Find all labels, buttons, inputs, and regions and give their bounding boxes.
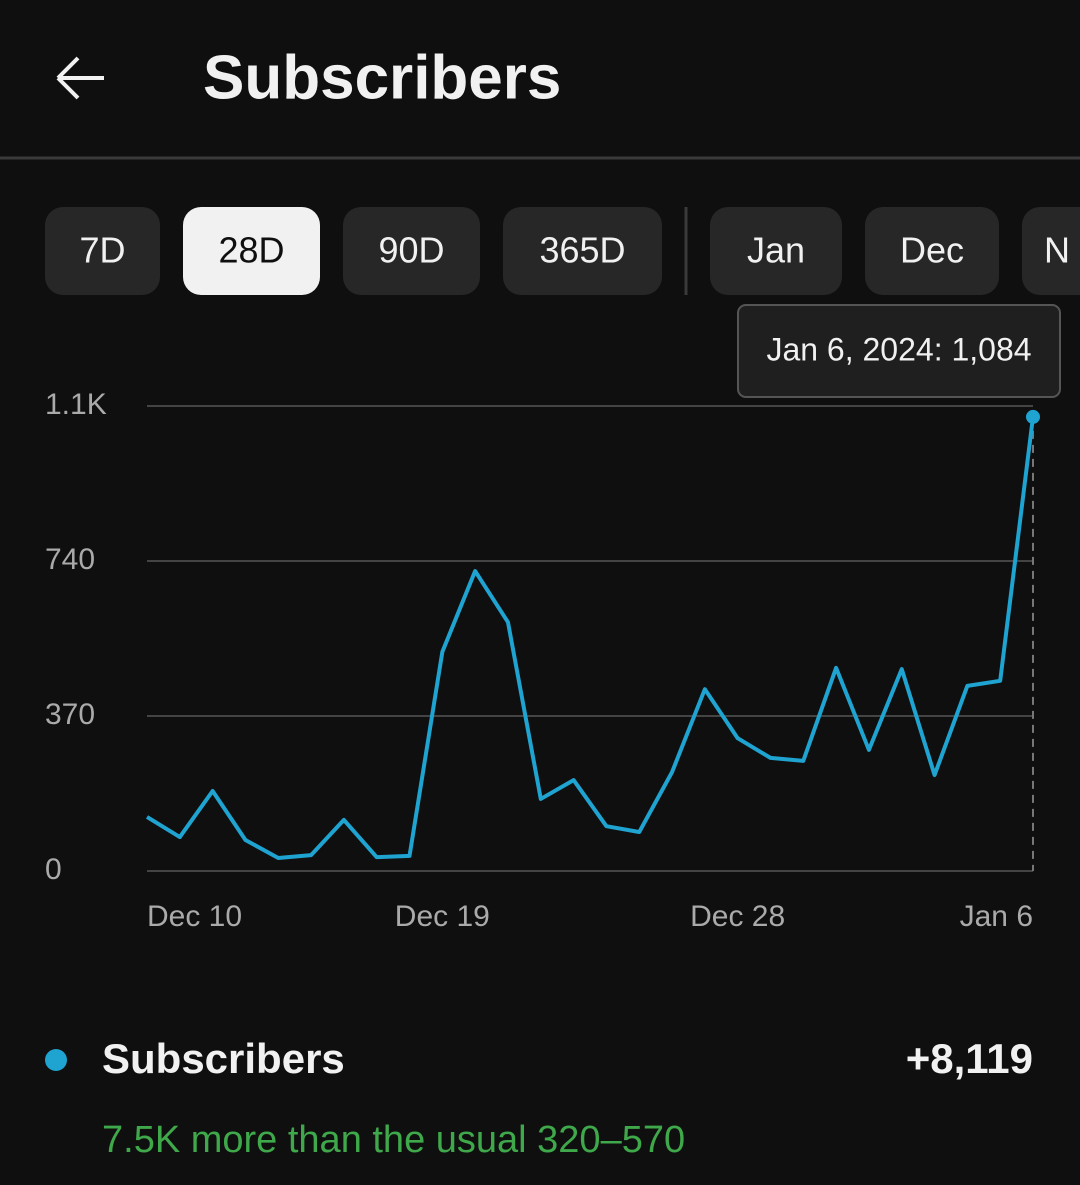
tab-label[interactable]: Dec bbox=[900, 230, 964, 271]
tab[interactable] bbox=[45, 207, 160, 295]
tab-label[interactable]: 365D bbox=[539, 230, 625, 271]
tab[interactable] bbox=[503, 207, 662, 295]
legend: Subscribers bbox=[45, 1035, 345, 1082]
x-tick-label: Jan 6 bbox=[960, 900, 1033, 933]
tab[interactable] bbox=[343, 207, 480, 295]
tab[interactable] bbox=[183, 207, 320, 295]
x-tick-label: Dec 28 bbox=[690, 900, 785, 933]
tab[interactable] bbox=[710, 207, 842, 295]
tab-label[interactable]: Jan bbox=[747, 230, 805, 271]
tooltip: Jan 6, 2024: 1,084 bbox=[737, 304, 1061, 398]
total-value: +8,119 bbox=[906, 1035, 1033, 1082]
tab-label[interactable]: N bbox=[1044, 230, 1070, 271]
x-tick-label: Dec 10 bbox=[147, 900, 242, 933]
y-tick-label: 370 bbox=[45, 698, 95, 731]
x-tick-label: Dec 19 bbox=[395, 900, 490, 933]
series-line bbox=[145, 416, 1035, 861]
tooltip-text: Jan 6, 2024: 1,084 bbox=[766, 331, 1031, 367]
tooltip-box bbox=[737, 304, 1061, 398]
chart: 0 370 740 1.1K Dec 10 Dec 19 Dec 28 Jan 6 bbox=[45, 388, 1040, 933]
comparison-note: 7.5K more than the usual 320–570 bbox=[102, 1119, 685, 1161]
y-tick-label: 1.1K bbox=[45, 388, 107, 421]
back-arrow[interactable] bbox=[56, 56, 104, 100]
tab[interactable] bbox=[865, 207, 999, 295]
legend-label: Subscribers bbox=[102, 1035, 345, 1082]
y-tick-label: 0 bbox=[45, 853, 62, 886]
tab-label[interactable]: 28D bbox=[218, 230, 284, 271]
page-title: Subscribers bbox=[203, 43, 561, 112]
hover-point bbox=[1026, 409, 1040, 424]
tab-bar: 7D 28D 90D 365D Jan Dec N bbox=[45, 207, 1080, 295]
legend-dot bbox=[45, 1049, 67, 1071]
tab-label[interactable]: 7D bbox=[79, 230, 125, 271]
y-tick-label: 740 bbox=[45, 543, 95, 576]
tab[interactable] bbox=[1022, 207, 1080, 295]
tab-label[interactable]: 90D bbox=[378, 230, 444, 271]
